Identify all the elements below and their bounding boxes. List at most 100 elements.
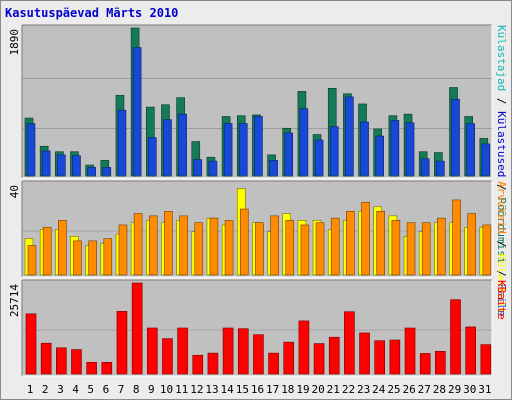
kbytes-bar (25, 313, 37, 375)
day-label-23: 23 (357, 383, 370, 396)
kbytes-bar (313, 343, 325, 375)
sites-bar (346, 211, 355, 276)
kbytes-bar (344, 311, 355, 375)
kbytes-bar (40, 342, 52, 375)
sites-bar (179, 215, 188, 276)
files-bar (254, 116, 263, 177)
files-bar (466, 123, 475, 177)
kbytes-bar (298, 320, 310, 375)
sites-bar (73, 240, 82, 276)
day-label-21: 21 (327, 383, 340, 396)
day-label-29: 29 (448, 383, 461, 396)
sites-bar (437, 217, 446, 276)
sites-bar (27, 245, 37, 276)
legend-segment: Külastusi (496, 254, 509, 314)
day-label-14: 14 (221, 383, 235, 396)
legend-segment: / (496, 234, 509, 254)
legend-segment: Külastajad (496, 25, 509, 91)
files-bar (178, 113, 187, 177)
day-label-10: 10 (160, 383, 173, 396)
kbytes-bar (253, 334, 264, 375)
kbytes-bar (131, 282, 143, 375)
sites-bar (194, 222, 204, 276)
day-label-27: 27 (418, 383, 431, 396)
panel-1-max-label: 1890 (8, 29, 21, 56)
files-bar (360, 121, 369, 177)
kbytes-bar (450, 299, 461, 375)
kbytes-bar (328, 336, 340, 375)
sites-bar (255, 222, 264, 276)
legend-segment: Faile (496, 283, 509, 316)
sites-bar (330, 217, 340, 276)
day-label-30: 30 (463, 383, 476, 396)
sites-bar (452, 199, 461, 276)
legend-segment: / (496, 91, 509, 111)
day-label-24: 24 (372, 383, 386, 396)
day-label-5: 5 (87, 383, 94, 396)
kbytes-bar (435, 351, 446, 375)
legend-middle: Arvuteid / Külastusi (496, 181, 509, 313)
sites-bar (133, 213, 143, 276)
sites-bar (209, 217, 219, 276)
kbytes-bar (146, 327, 158, 375)
kbytes-bar (268, 352, 279, 375)
sites-bar (88, 240, 97, 276)
sites-bar (467, 213, 476, 276)
kbytes-bar (177, 327, 188, 375)
day-label-8: 8 (133, 383, 140, 396)
kbytes-bar (283, 341, 295, 375)
sites-bar (239, 208, 249, 276)
files-bar (102, 167, 112, 177)
day-label-1: 1 (27, 383, 34, 396)
files-bar (314, 139, 324, 177)
files-bar (405, 122, 415, 177)
files-bar (284, 132, 294, 177)
day-label-7: 7 (118, 383, 125, 396)
sites-bar (482, 224, 492, 276)
kbytes-bar (56, 347, 67, 375)
panel-3-max-label: 25714 (8, 284, 21, 317)
sites-bar (58, 220, 67, 276)
day-label-11: 11 (175, 383, 188, 396)
files-bar (238, 123, 248, 177)
kbytes-bar (480, 344, 492, 375)
files-bar (299, 108, 309, 177)
day-label-12: 12 (190, 383, 203, 396)
day-label-28: 28 (433, 383, 446, 396)
sites-bar (300, 224, 310, 276)
files-bar (345, 96, 354, 177)
sites-bar (270, 215, 279, 276)
files-bar (132, 47, 142, 177)
sites-bar (285, 220, 295, 276)
day-label-4: 4 (72, 383, 79, 396)
kbytes-bar (222, 327, 234, 375)
files-bar (193, 159, 203, 177)
day-label-2: 2 (42, 383, 49, 396)
day-label-20: 20 (312, 383, 325, 396)
day-label-26: 26 (402, 383, 415, 396)
sites-bar (376, 211, 386, 276)
kbytes-bar (374, 340, 386, 375)
legend-segment: Pöördumisi (496, 197, 509, 263)
kbytes-bar (192, 354, 204, 375)
files-bar (390, 120, 400, 177)
kbytes-bar (389, 339, 401, 375)
kbytes-bar (86, 362, 97, 375)
chart-title: Kasutuspäevad Märts 2010 (5, 6, 179, 20)
legend-segment: / (496, 263, 509, 283)
kbytes-bar (404, 327, 416, 375)
day-label-15: 15 (236, 383, 249, 396)
files-bar (329, 126, 339, 177)
sites-bar (164, 211, 173, 276)
legend-top: Külastajad / Külastused / Pöördumisi / F… (496, 25, 509, 316)
files-bar (420, 158, 430, 177)
files-bar (223, 123, 233, 177)
legend-bottom: KBaite (496, 280, 509, 320)
day-label-18: 18 (281, 383, 294, 396)
day-label-19: 19 (296, 383, 309, 396)
kbytes-bar (359, 332, 370, 375)
files-bar (375, 135, 385, 177)
files-bar (163, 119, 172, 177)
legend-segment: KBaite (496, 280, 509, 320)
